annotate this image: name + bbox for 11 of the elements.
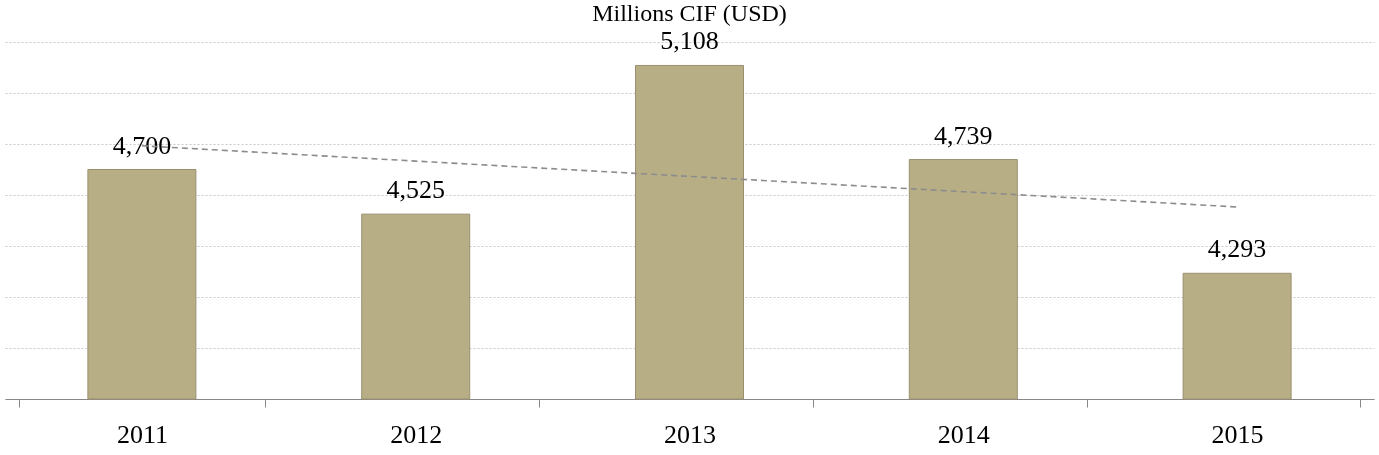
x-tick-label: 2011 [116, 419, 168, 449]
x-tick-label: 2013 [664, 419, 716, 449]
x-tick-label: 2012 [390, 419, 443, 449]
data-label: 4,525 [386, 175, 445, 205]
x-tick-label: 2015 [1211, 419, 1264, 449]
data-label: 4,700 [112, 130, 172, 160]
data-label: 4,293 [1207, 234, 1267, 264]
x-tick-label: 2014 [937, 419, 990, 449]
data-label: 5,108 [660, 26, 719, 56]
chart-title: Millions CIF (USD) [592, 0, 787, 27]
data-label: 4,739 [934, 120, 993, 150]
